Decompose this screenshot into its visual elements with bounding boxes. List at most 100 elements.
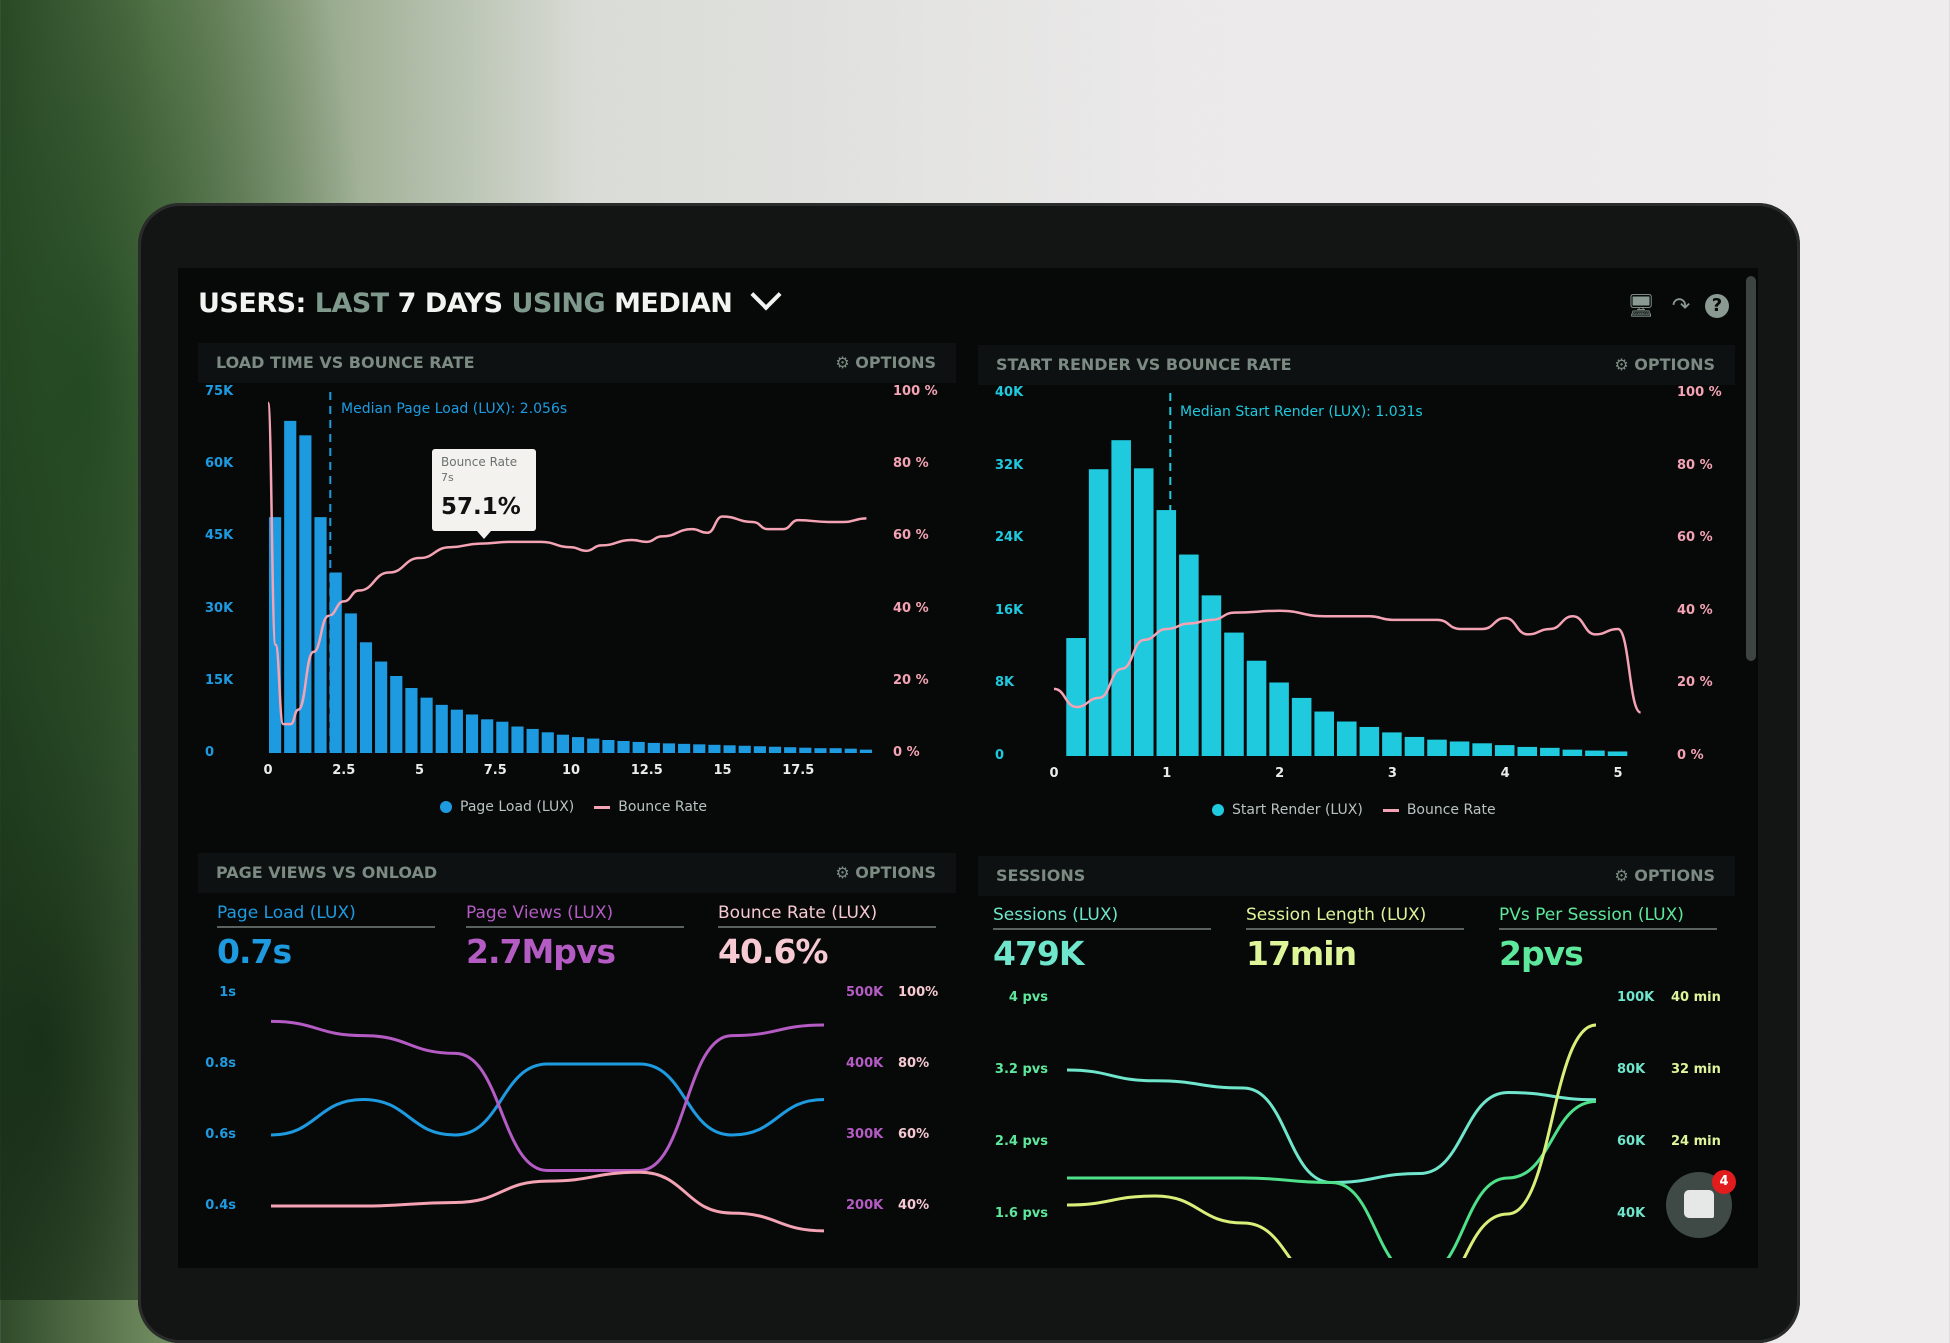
kpi-value: 2.7Mpvs <box>466 932 616 971</box>
bar <box>1291 697 1312 756</box>
y-tick-label: 40K <box>995 385 1024 400</box>
series-line <box>1066 1068 1597 1185</box>
y2-tick-label: 20 % <box>1677 675 1713 691</box>
y-tick-label: 8K <box>995 675 1015 691</box>
panel-header-sessions: SESSIONS ⚙ OPTIONS <box>978 856 1735 896</box>
y2-tick-label: 100 % <box>893 384 938 399</box>
y2-tick-label: 80 % <box>893 456 929 472</box>
x-tick-label: 0 <box>1049 766 1059 781</box>
y-tick-label: 24K <box>995 530 1024 546</box>
x-tick-label: 3 <box>1387 766 1397 781</box>
bar <box>1156 510 1177 756</box>
x-tick-label: 0 <box>263 763 273 778</box>
legend-item[interactable]: Start Render (LUX) <box>1232 802 1363 818</box>
y3-tick-label: 24 min <box>1671 1134 1721 1149</box>
bounce-rate-line <box>266 401 867 726</box>
bar <box>556 734 569 753</box>
legend-item[interactable]: Page Load (LUX) <box>460 799 575 815</box>
scrollbar[interactable] <box>1746 276 1756 661</box>
x-tick-label: 12.5 <box>630 763 663 778</box>
bar <box>829 748 842 753</box>
y-tick-label: 4 pvs <box>1008 990 1048 1005</box>
kpi-label: PVs Per Session (LUX) <box>1499 905 1684 925</box>
series-line <box>270 1062 825 1137</box>
tooltip: Bounce Rate 7s 57.1% <box>432 449 536 531</box>
x-tick-label: 15 <box>713 763 732 778</box>
options-button[interactable]: ⚙ OPTIONS <box>1614 355 1715 374</box>
bar <box>511 726 524 753</box>
y2-tick-label: 500K <box>846 985 884 1000</box>
chart-legend[interactable]: Start Render (LUX) Bounce Rate <box>1212 801 1496 819</box>
y-tick-label: 1.6 pvs <box>994 1206 1048 1221</box>
y2-tick-label: 200K <box>846 1198 884 1213</box>
y-tick-label: 32K <box>995 457 1024 473</box>
kpi-value: 17min <box>1246 934 1357 973</box>
bar <box>541 732 554 753</box>
bar <box>420 697 433 753</box>
legend-marker <box>594 805 611 809</box>
bar <box>481 719 494 753</box>
bar <box>1427 739 1447 756</box>
y-tick-label: 2.4 pvs <box>994 1134 1048 1149</box>
legend-item[interactable]: Bounce Rate <box>618 799 708 815</box>
y-tick-label: 30K <box>205 600 234 616</box>
y2-tick-label: 0 % <box>1677 748 1704 763</box>
y2-tick-label: 400K <box>846 1056 884 1071</box>
help-icon[interactable]: ? <box>1705 294 1729 318</box>
notification-badge: 4 <box>1712 1170 1736 1194</box>
bar <box>284 420 297 753</box>
y-tick-label: 1s <box>219 985 236 1000</box>
bar <box>768 746 782 753</box>
bar <box>602 740 615 753</box>
y2-tick-label: 0 % <box>893 745 920 760</box>
y-tick-label: 0.4s <box>205 1198 236 1213</box>
bar <box>1517 746 1538 756</box>
median-label: Median Page Load (LUX): 2.056s <box>341 401 568 417</box>
y3-tick-label: 100% <box>898 985 939 1000</box>
kpi-value: 2pvs <box>1499 934 1584 973</box>
options-button[interactable]: ⚙ OPTIONS <box>1614 866 1715 885</box>
y-tick-label: 0.8s <box>205 1056 236 1071</box>
options-button[interactable]: ⚙ OPTIONS <box>835 863 936 882</box>
bar <box>799 747 812 753</box>
bar <box>1269 682 1289 756</box>
bar <box>662 743 676 753</box>
y2-tick-label: 60 % <box>1677 530 1713 546</box>
legend-marker <box>440 801 452 813</box>
y-tick-label: 3.2 pvs <box>994 1062 1048 1077</box>
kpi-divider <box>466 926 684 928</box>
y3-tick-label: 60% <box>898 1127 930 1142</box>
bar <box>1359 726 1380 756</box>
bar <box>1246 660 1267 756</box>
page-title[interactable]: USERS: LAST 7 DAYS USING MEDIAN <box>198 279 782 320</box>
y2-tick-label: 100K <box>1617 990 1655 1005</box>
chat-icon <box>1684 1190 1714 1218</box>
monitor-icon[interactable]: 🖥 <box>1627 294 1655 319</box>
bar <box>465 714 479 753</box>
bar <box>784 747 797 753</box>
chart-legend[interactable]: Page Load (LUX) Bounce Rate <box>440 798 707 816</box>
bar <box>375 661 388 753</box>
y-tick-label: 15K <box>205 672 234 688</box>
bar <box>1585 750 1605 756</box>
bar <box>1382 732 1402 756</box>
y2-tick-label: 300K <box>846 1127 884 1142</box>
dashboard-screen <box>178 268 1758 1268</box>
bar <box>1066 638 1086 756</box>
series-line <box>1067 1100 1597 1258</box>
bar <box>450 709 463 753</box>
legend-item[interactable]: Bounce Rate <box>1406 802 1496 818</box>
kpi-label: Sessions (LUX) <box>993 905 1119 925</box>
series-line <box>1066 1023 1597 1258</box>
bar <box>359 642 373 753</box>
bar <box>859 749 872 753</box>
bar <box>1088 469 1109 756</box>
bar <box>1472 743 1492 756</box>
share-icon[interactable]: ↷ <box>1671 294 1691 319</box>
y3-tick-label: 40 min <box>1671 990 1721 1005</box>
panel-header-start-render: START RENDER VS BOUNCE RATE ⚙ OPTIONS <box>978 345 1735 385</box>
y3-tick-label: 80% <box>898 1056 930 1071</box>
y-tick-label: 45K <box>205 528 234 544</box>
y2-tick-label: 40K <box>1617 1206 1646 1221</box>
options-button[interactable]: ⚙ OPTIONS <box>835 353 936 372</box>
